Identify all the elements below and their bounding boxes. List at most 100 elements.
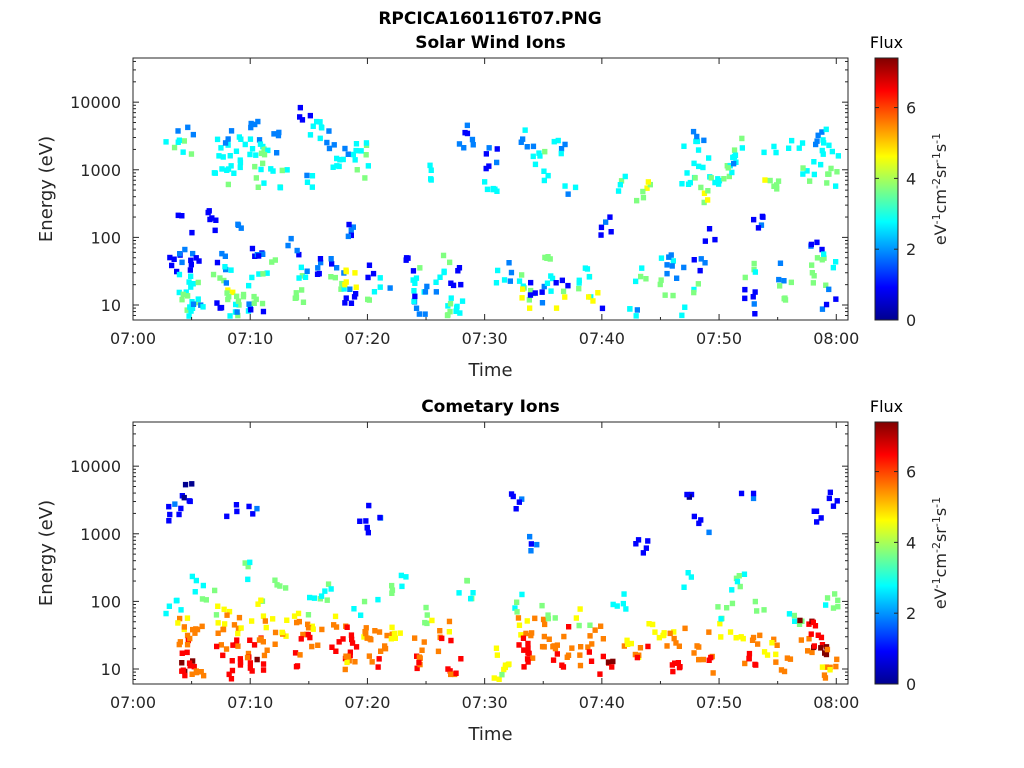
spectrogram-cell <box>283 585 289 591</box>
spectrogram-cell <box>344 624 350 630</box>
spectrogram-cell <box>662 292 668 298</box>
spectrogram-cell <box>448 671 454 678</box>
spectrogram-cell <box>470 142 476 148</box>
spectrogram-cell <box>412 635 418 641</box>
spectrogram-cell <box>499 671 505 678</box>
spectrogram-cell <box>175 620 181 626</box>
spectrogram-cell <box>470 590 476 596</box>
spectrogram-cell <box>262 618 268 624</box>
spectrogram-cell <box>520 136 526 142</box>
spectrogram-cell <box>315 642 321 648</box>
spectrogram-cell <box>216 153 222 159</box>
spectrogram-cell <box>823 282 829 288</box>
x-tick-label: 07:50 <box>696 329 742 348</box>
spectrogram-cell <box>337 157 343 163</box>
spectrogram-cell <box>348 227 354 233</box>
spectrogram-cell <box>496 676 502 682</box>
spectrogram-cell <box>643 545 649 551</box>
spectrogram-cell <box>610 658 616 665</box>
spectrogram-cell <box>416 659 422 666</box>
spectrogram-cell <box>578 644 584 650</box>
spectrogram-cell <box>358 612 364 618</box>
spectrogram-cell <box>824 646 831 653</box>
spectrogram-cell <box>361 634 367 640</box>
spectrogram-cell <box>562 141 568 148</box>
spectrogram-cell <box>212 587 218 594</box>
spectrogram-cell <box>791 612 797 619</box>
spectrogram-cell <box>821 672 828 678</box>
spectrogram-cell <box>528 541 534 547</box>
spectrogram-cell <box>519 295 525 301</box>
spectrogram-cell <box>605 659 612 665</box>
spectrogram-cell <box>519 496 525 502</box>
spectrogram-cell <box>422 289 429 295</box>
spectrogram-cell <box>757 632 763 639</box>
spectrogram-cell <box>532 161 539 168</box>
spectrogram-cell <box>555 137 561 144</box>
spectrogram-cell <box>296 251 302 258</box>
spectrogram-cell <box>348 232 354 239</box>
x-tick-label: 07:20 <box>344 693 390 712</box>
spectrogram-cell <box>638 273 644 280</box>
spectrogram-cell <box>214 300 220 306</box>
spectrogram-cell <box>188 257 194 264</box>
x-tick-label: 07:10 <box>227 329 273 348</box>
spectrogram-cell <box>377 284 383 290</box>
spectrogram-cell <box>177 251 183 257</box>
spectrogram-cell <box>352 659 358 665</box>
spectrogram-cell <box>187 498 193 505</box>
spectrogram-cell <box>515 615 522 621</box>
y-axis-label: Energy (eV) <box>36 500 57 606</box>
spectrogram-cell <box>576 280 582 286</box>
spectrogram-cell <box>545 612 551 618</box>
spectrogram-cell <box>228 163 234 169</box>
spectrogram-cell <box>553 280 559 286</box>
spectrogram-cell <box>412 280 418 286</box>
spectrogram-cell <box>486 163 492 169</box>
spectrogram-cell <box>750 495 757 502</box>
spectrogram-cell <box>764 652 771 658</box>
y-tick-label: 1000 <box>80 161 121 180</box>
spectrogram-cell <box>813 141 819 148</box>
spectrogram-cell <box>620 600 626 607</box>
spectrogram-cell <box>769 640 775 646</box>
spectrogram-cell <box>775 178 782 184</box>
spectrogram-cell <box>527 533 533 540</box>
spectrogram-cell <box>258 166 264 173</box>
spectrogram-cell <box>249 146 256 152</box>
spectrogram-cell <box>388 636 394 642</box>
spectrogram-cell <box>812 623 819 629</box>
spectrogram-cell <box>237 656 243 662</box>
x-tick-label: 08:00 <box>813 329 859 348</box>
spectrogram-cell <box>650 621 656 628</box>
spectrogram-cell <box>833 663 839 670</box>
spectrogram-cell <box>530 153 536 160</box>
spectrogram-cell <box>222 140 229 146</box>
spectrogram-cell <box>181 138 187 144</box>
spectrogram-cell <box>392 635 398 641</box>
spectrogram-cell <box>291 613 298 619</box>
spectrogram-cell <box>272 629 279 636</box>
spectrogram-cell <box>247 665 253 671</box>
spectrogram-cell <box>527 305 533 311</box>
spectrogram-cell <box>685 181 692 187</box>
spectrogram-cell <box>413 305 420 311</box>
y-axis-label: Energy (eV) <box>36 136 57 242</box>
spectrogram-cell <box>506 260 512 266</box>
spectrogram-cell <box>818 161 824 168</box>
spectrogram-cell <box>251 642 258 648</box>
spectrogram-cell <box>410 268 417 274</box>
spectrogram-cell <box>600 636 606 642</box>
spectrogram-cell <box>774 186 780 192</box>
spectrogram-cell <box>691 289 697 296</box>
spectrogram-cell <box>437 628 443 634</box>
spectrogram-cell <box>326 128 332 134</box>
spectrogram-cell <box>300 631 306 638</box>
spectrogram-cell <box>189 573 195 580</box>
spectrogram-cell <box>733 635 739 641</box>
spectrogram-cell <box>226 671 232 678</box>
spectrogram-cell <box>821 255 827 261</box>
spectrogram-cell <box>263 624 269 631</box>
spectrogram-cell <box>171 144 178 151</box>
spectrogram-cell <box>565 191 571 197</box>
